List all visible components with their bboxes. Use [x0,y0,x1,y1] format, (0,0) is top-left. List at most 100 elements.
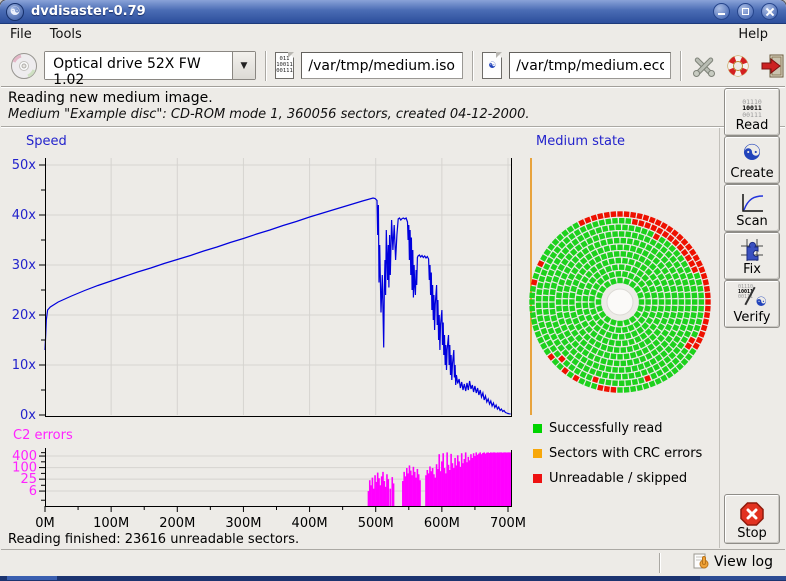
disc-sector [573,367,582,376]
disc-sector [683,285,690,293]
disc-sector [660,279,668,287]
disc-sector [656,227,664,235]
verify-button[interactable]: 01110 10011 00111 ☯ Verify [724,280,780,328]
disc-sector [556,285,564,293]
disc-sector [615,327,622,333]
disc-sector [679,324,687,332]
disc-sector [597,212,604,220]
disc-sector [680,260,689,268]
disc-sector [617,277,623,284]
resize-grip[interactable] [700,576,786,580]
disc-sector [585,270,593,279]
medium-info: Medium "Example disc": CD-ROM mode 1, 36… [8,107,530,122]
disc-sector [650,224,658,232]
drive-selector[interactable]: Optical drive 52X FW 1.02 ▼ [44,51,256,88]
disc-sector [680,358,689,366]
disc-sector [621,271,629,278]
disc-sector [642,382,650,390]
disc-sector [665,299,671,305]
c2-bar [412,466,415,506]
disc-sector [574,352,583,360]
fix-button[interactable]: Fix [724,232,780,280]
disc-sector [558,355,566,363]
disc-sector [655,285,663,293]
tick-label: 700M [490,516,526,531]
close-button[interactable] [761,3,778,20]
disc-sector [666,361,675,370]
disc-sector [651,292,658,299]
stop-button[interactable]: Stop [724,494,780,544]
disc-sector [600,343,608,351]
disc-sector [547,269,555,277]
preferences-tools-icon[interactable] [690,52,716,80]
disc-sector [705,299,711,305]
disc-sector [572,279,580,287]
c2-bar [441,461,443,506]
titlebar[interactable]: ☯ dvdisaster-0.79 [0,0,786,24]
disc-sector [557,252,565,260]
disc-sector [578,314,586,322]
resize-grip[interactable] [7,576,57,580]
read-button[interactable]: 01110 10011 00111 Read [724,88,780,136]
disc-sector [535,295,542,302]
c2-bar [493,452,496,506]
disc-sector [583,262,592,271]
disc-sector [665,225,674,234]
menu-file[interactable]: File [10,27,32,42]
disc-sector [603,245,611,253]
iso-file-input[interactable] [301,52,464,79]
disc-sector [638,299,645,305]
disc-sector [582,231,591,239]
menu-help[interactable]: Help [738,27,768,42]
quit-exit-icon[interactable] [759,52,785,80]
disc-sector [667,317,675,325]
disc-sector [657,323,665,331]
disc-sector [671,305,678,312]
help-lifebuoy-icon[interactable] [724,52,750,80]
disc-sector [596,277,605,286]
disc-sector [700,272,708,280]
disc-sector [590,346,599,355]
disc-sector [589,295,595,302]
disc-sector [633,310,642,319]
disc-sector [648,262,657,271]
disc-sector [645,317,654,325]
disc-sector [602,322,610,331]
disc-sector [655,251,664,260]
scan-button[interactable]: Scan [724,184,780,232]
disc-sector [543,263,551,271]
disc-sector [621,340,629,347]
disc-sector [585,373,593,381]
disc-sector [578,377,586,385]
disc-sector [557,344,565,352]
minimize-button[interactable] [713,3,730,20]
disc-sector [600,253,608,261]
view-log-button[interactable]: View log [689,551,777,572]
disc-sector [540,254,548,262]
disc-sector [634,261,642,269]
disc-sector [597,349,605,357]
c2-bar [487,452,489,506]
disc-sector [572,222,580,230]
disc-sector [590,266,598,274]
c2-bar [454,457,456,506]
disc-sector [695,279,703,286]
disc-sector [650,349,659,357]
disc-sector [590,249,599,258]
disc-sector [683,311,690,319]
ecc-file-input[interactable] [509,52,672,79]
disc-sector [695,318,703,325]
tick-label: 100 [12,461,37,476]
menu-tools[interactable]: Tools [49,27,82,42]
disc-sector [561,338,569,346]
disc-sector [571,329,579,337]
disc-sector [697,285,704,292]
create-button[interactable]: ☯ Create [724,136,780,184]
chevron-down-icon[interactable]: ▼ [232,52,255,79]
disc-sector [661,230,670,239]
toolbar: Optical drive 52X FW 1.02 ▼ 011 10011 00… [1,45,785,88]
disc-sector [578,267,587,276]
legend-item: Unreadable / skipped [533,466,702,491]
c2-bar [445,473,447,506]
maximize-button[interactable] [737,3,754,20]
